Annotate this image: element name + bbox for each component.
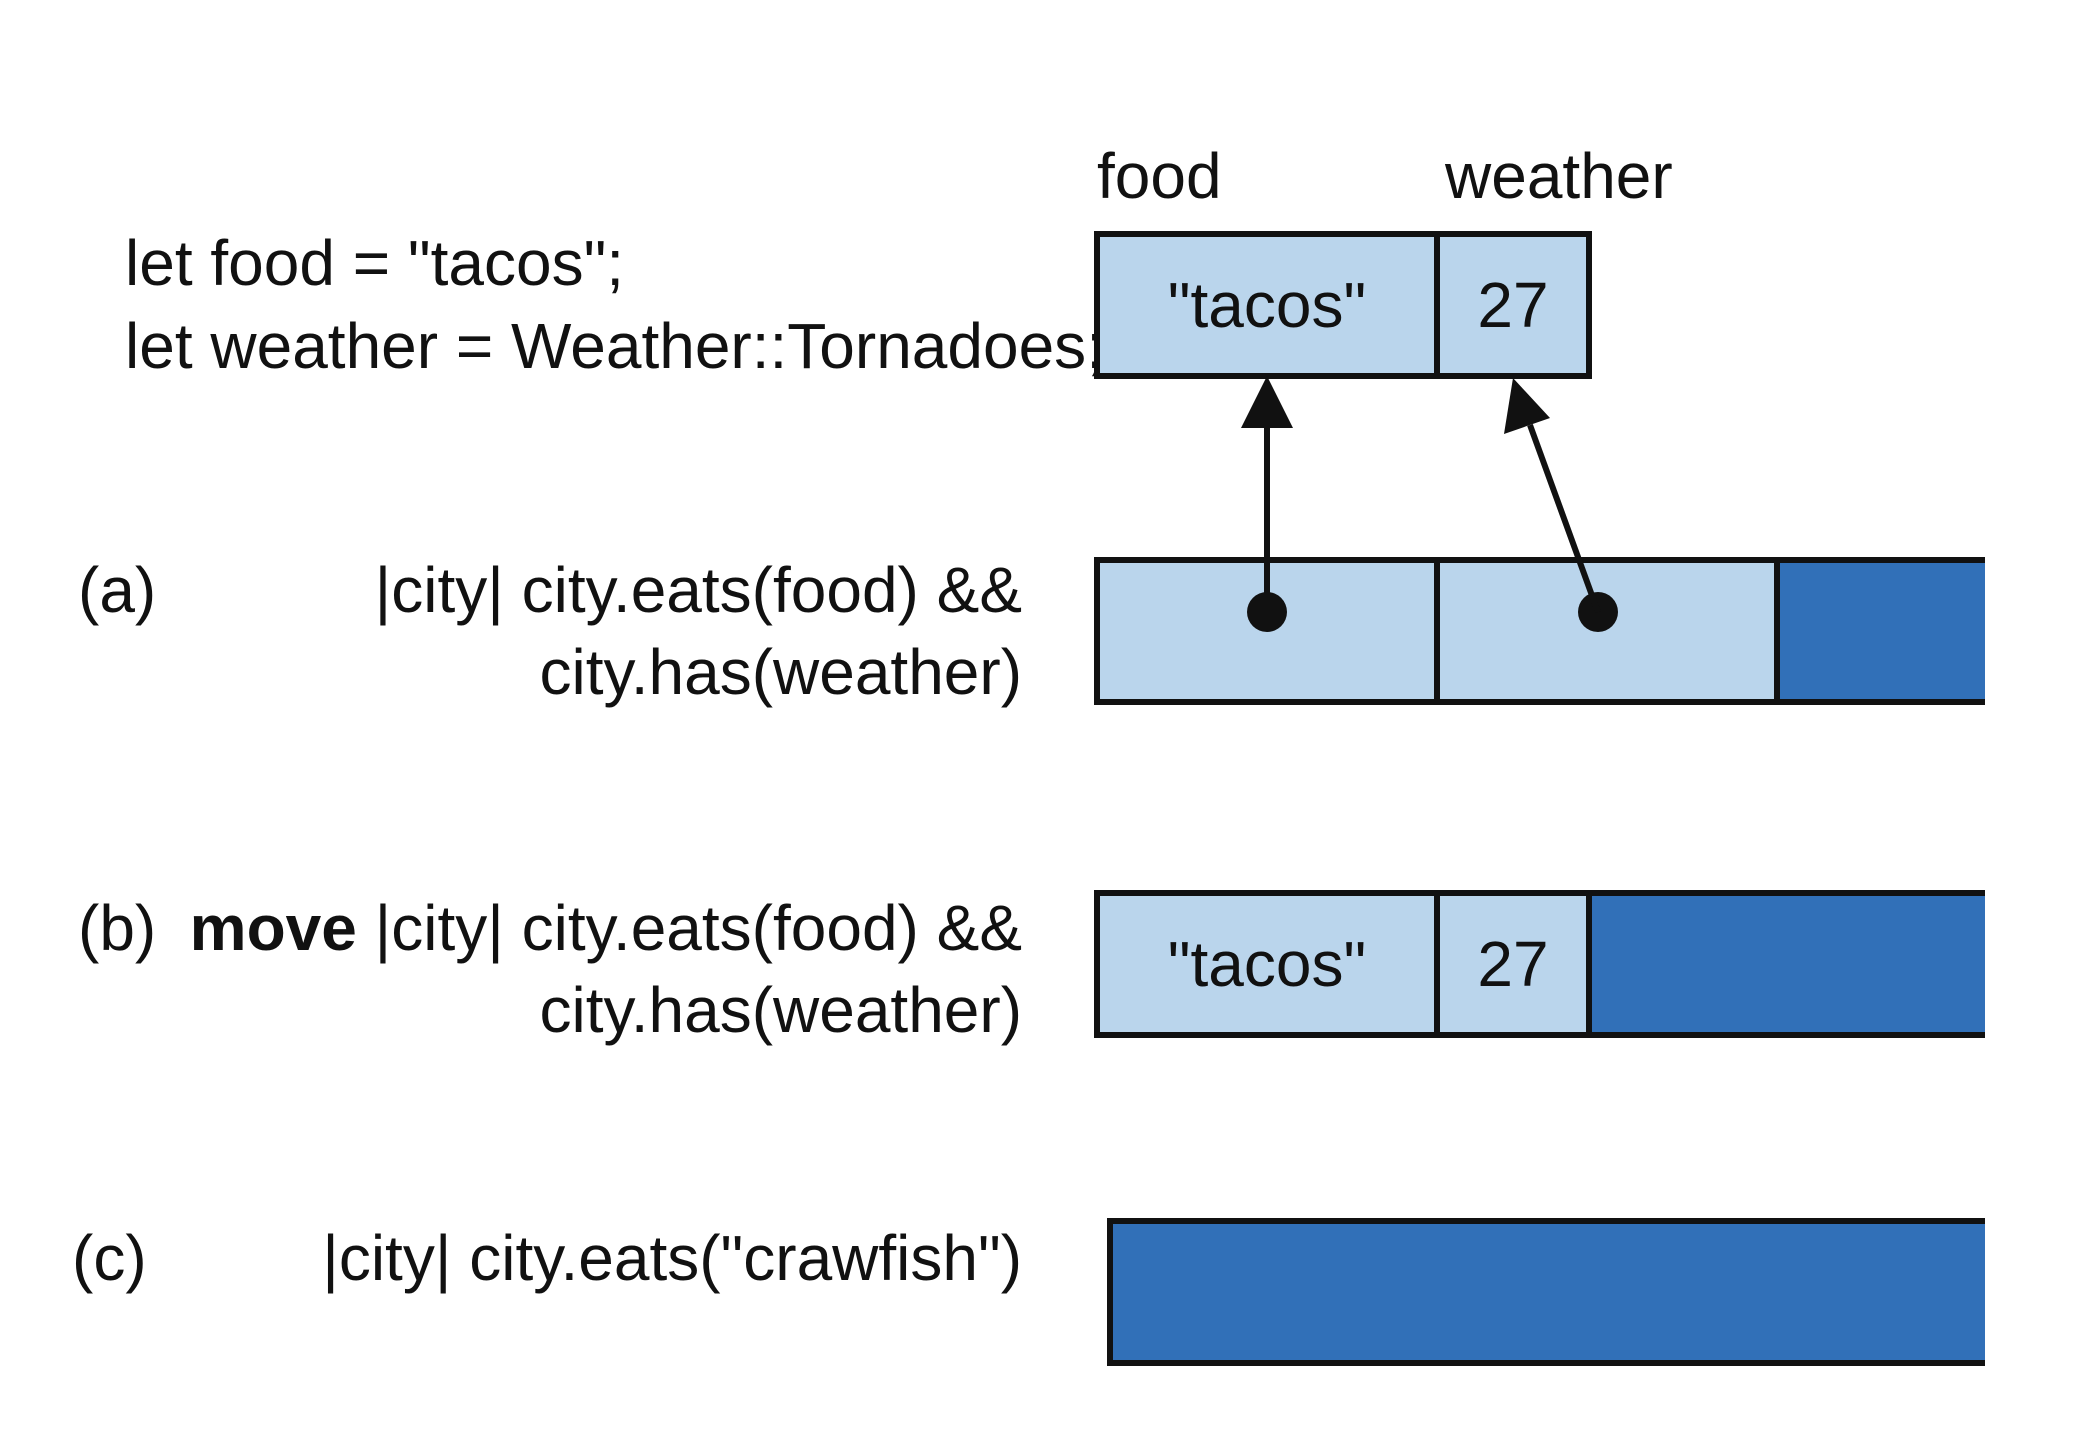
closure-b-code-cell	[1589, 893, 1985, 1035]
closure-c-label: (c)	[72, 1222, 147, 1294]
closure-b-code-line1-rest: |city| city.eats(food) &&	[357, 892, 1022, 964]
code-line-weather: let weather = Weather::Tornadoes;	[125, 310, 1104, 382]
closure-a-label: (a)	[78, 554, 156, 626]
food-reference-arrow-head	[1241, 376, 1293, 428]
food-stack-value: "tacos"	[1168, 269, 1366, 341]
weather-variable-label: weather	[1444, 140, 1673, 212]
closure-a-code-line2: city.has(weather)	[539, 636, 1022, 708]
food-variable-label: food	[1097, 140, 1222, 212]
closure-b-weather-value-cell	[1434, 890, 1592, 1038]
closure-b-code-line2: city.has(weather)	[539, 974, 1022, 1046]
weather-stack-value: 27	[1477, 269, 1548, 341]
weather-reference-arrow-head	[1504, 378, 1550, 434]
closure-c-code-line1: |city| city.eats("crawfish")	[322, 1222, 1022, 1294]
closure-c-code-cell	[1110, 1221, 1985, 1363]
closure-a-weather-ref-cell	[1434, 557, 1780, 705]
closure-c-code-cell-border	[1107, 1218, 1985, 1366]
closure-b-food-value: "tacos"	[1168, 928, 1366, 1000]
code-line-food: let food = "tacos";	[125, 227, 624, 299]
closure-a-code-cell	[1777, 560, 1985, 702]
closure-a-code-line1: |city| city.eats(food) &&	[375, 554, 1022, 626]
closure-b-code-line1: move |city| city.eats(food) &&	[190, 892, 1022, 964]
closure-b-label: (b)	[78, 892, 156, 964]
closure-b-weather-value: 27	[1477, 928, 1548, 1000]
closure-b-code-cell-border	[1586, 890, 1985, 1038]
move-keyword: move	[190, 892, 357, 964]
closure-a-code-cell-border	[1774, 557, 1985, 705]
weather-reference-arrow-line	[1527, 423, 1601, 614]
weather-stack-cell	[1434, 231, 1592, 379]
food-stack-cell	[1094, 231, 1440, 379]
